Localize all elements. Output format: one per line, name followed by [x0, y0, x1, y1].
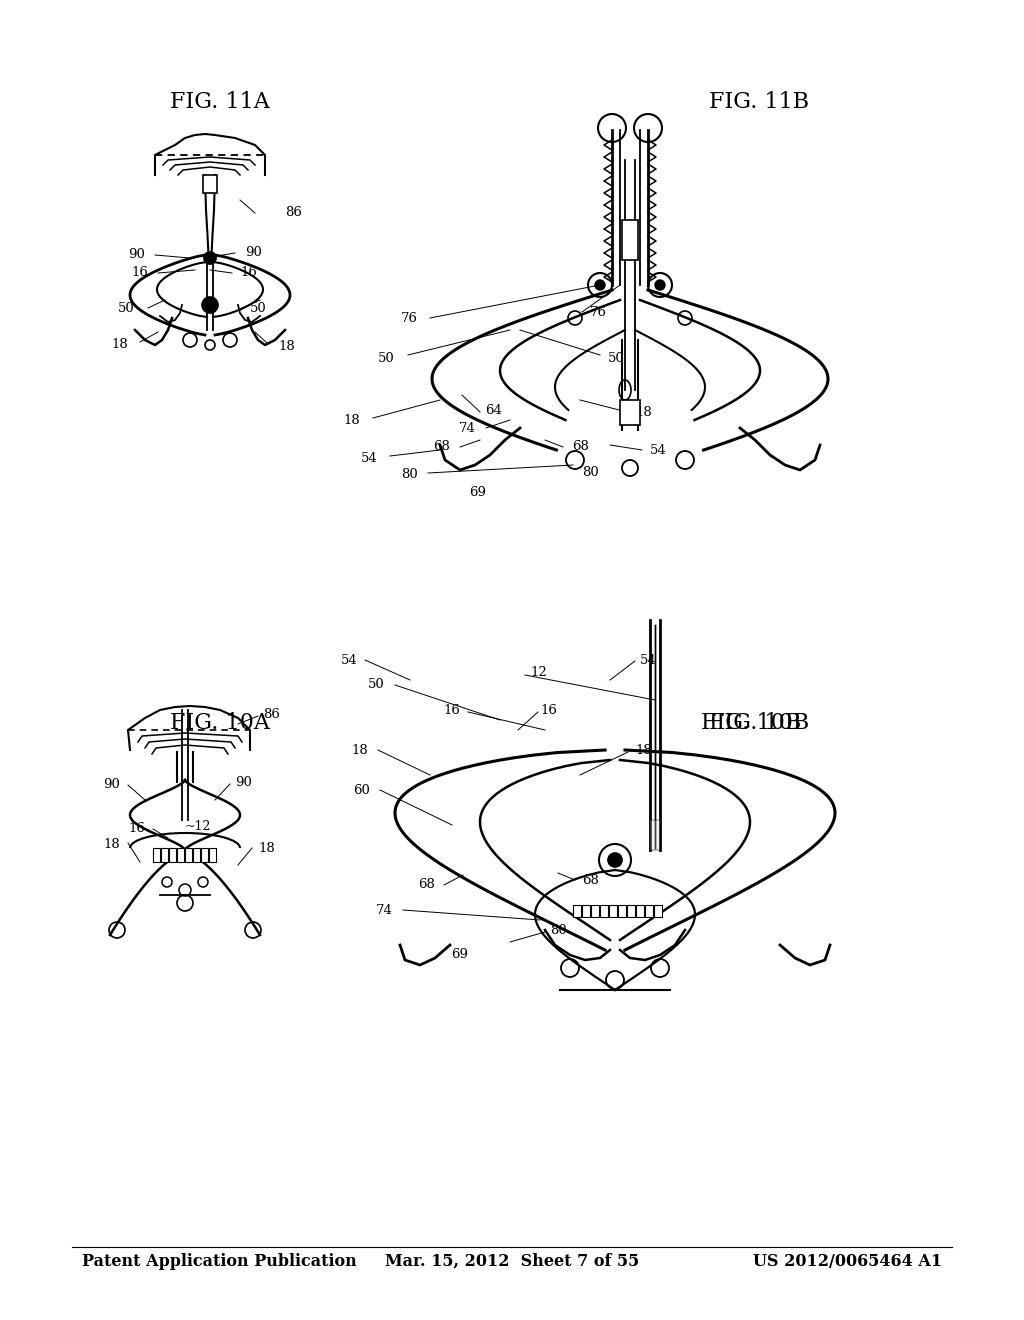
Text: 68: 68 [572, 441, 589, 454]
Text: FIG. 10B: FIG. 10B [701, 713, 802, 734]
Bar [620, 400, 640, 425]
Text: 16: 16 [443, 704, 460, 717]
Text: 18: 18 [635, 407, 651, 420]
Bar [618, 906, 626, 917]
Text: Mar. 15, 2012  Sheet 7 of 55: Mar. 15, 2012 Sheet 7 of 55 [385, 1253, 639, 1270]
Text: 74: 74 [376, 903, 393, 916]
Circle shape [608, 853, 622, 867]
Bar [600, 906, 608, 917]
Bar [209, 847, 216, 862]
Text: FIG. 11B: FIG. 11B [709, 91, 809, 112]
Bar [185, 847, 193, 862]
Text: 69: 69 [452, 949, 469, 961]
Text: 16: 16 [540, 704, 557, 717]
Text: 90: 90 [234, 776, 252, 789]
Text: US 2012/0065464 A1: US 2012/0065464 A1 [753, 1253, 942, 1270]
Bar [177, 847, 184, 862]
Text: 18: 18 [103, 838, 120, 851]
Text: FIG. 10B: FIG. 10B [709, 713, 809, 734]
Text: Patent Application Publication: Patent Application Publication [82, 1253, 356, 1270]
Text: 50: 50 [369, 678, 385, 692]
Text: 50: 50 [378, 351, 395, 364]
Text: 16: 16 [240, 267, 257, 280]
Text: 80: 80 [550, 924, 566, 936]
Text: ~12: ~12 [185, 820, 211, 833]
Text: 68: 68 [433, 441, 450, 454]
Circle shape [655, 280, 665, 290]
Bar [622, 220, 638, 260]
Bar [573, 906, 581, 917]
Circle shape [595, 280, 605, 290]
Text: 18: 18 [635, 743, 651, 756]
Text: 12: 12 [530, 665, 547, 678]
Text: 76: 76 [590, 305, 607, 318]
Text: 60: 60 [353, 784, 370, 796]
Bar [193, 847, 200, 862]
Text: FIG. 11A: FIG. 11A [170, 91, 270, 112]
Text: 18: 18 [278, 341, 295, 354]
Bar [161, 847, 168, 862]
Text: 69: 69 [469, 486, 486, 499]
Bar [645, 906, 653, 917]
Text: 80: 80 [401, 469, 418, 482]
Text: 86: 86 [263, 709, 280, 722]
Text: 54: 54 [341, 653, 358, 667]
Text: 90: 90 [245, 247, 262, 260]
Bar [153, 847, 160, 862]
Text: 76: 76 [401, 312, 418, 325]
Text: 90: 90 [103, 779, 120, 792]
Text: 18: 18 [351, 743, 368, 756]
Text: 16: 16 [128, 821, 145, 834]
Text: 18: 18 [343, 413, 360, 426]
Text: 16: 16 [131, 267, 148, 280]
Bar [650, 820, 660, 850]
Text: 18: 18 [258, 842, 274, 854]
Bar [627, 906, 635, 917]
Bar [636, 906, 644, 917]
Text: 90: 90 [128, 248, 145, 261]
Text: 50: 50 [250, 301, 266, 314]
Text: 54: 54 [640, 653, 656, 667]
Text: 50: 50 [608, 351, 625, 364]
Text: 86: 86 [285, 206, 302, 219]
Circle shape [202, 297, 218, 313]
Bar [609, 906, 617, 917]
Bar [591, 906, 599, 917]
Bar [582, 906, 590, 917]
Text: 54: 54 [650, 444, 667, 457]
Text: 50: 50 [118, 301, 135, 314]
Bar [169, 847, 176, 862]
Text: 54: 54 [361, 451, 378, 465]
Text: FIG. 10A: FIG. 10A [170, 713, 270, 734]
Text: 64: 64 [485, 404, 502, 417]
Text: 68: 68 [418, 879, 435, 891]
Bar [654, 906, 662, 917]
Bar [203, 176, 217, 193]
Bar [201, 847, 208, 862]
Circle shape [204, 252, 216, 264]
Text: 68: 68 [582, 874, 599, 887]
Text: 74: 74 [459, 421, 476, 434]
Text: 80: 80 [582, 466, 599, 479]
Text: 18: 18 [112, 338, 128, 351]
